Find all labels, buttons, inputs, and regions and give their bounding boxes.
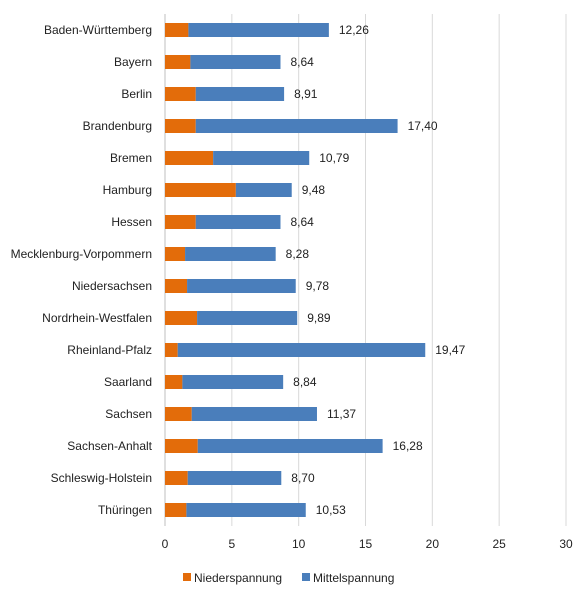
bar-niederspannung (165, 439, 198, 453)
data-label: 10,79 (319, 151, 349, 165)
category-label: Rheinland-Pfalz (67, 343, 152, 357)
category-label: Bayern (114, 55, 152, 69)
bar-niederspannung (165, 407, 192, 421)
data-label: 17,40 (408, 119, 438, 133)
x-tick-label: 25 (492, 537, 506, 551)
bar-mittelspannung (177, 343, 426, 357)
bar-mittelspannung (195, 119, 398, 133)
bar-niederspannung (165, 183, 236, 197)
bars (165, 23, 426, 517)
category-label: Nordrhein-Westfalen (42, 311, 152, 325)
bar-mittelspannung (235, 183, 292, 197)
data-label: 8,70 (291, 471, 315, 485)
x-axis-tick-labels: 0 5 10 15 20 25 30 (162, 537, 573, 551)
bar-niederspannung (165, 55, 191, 69)
bar-mittelspannung (197, 439, 383, 453)
x-tick-label: 10 (292, 537, 306, 551)
bar-niederspannung (165, 375, 183, 389)
bar-niederspannung (165, 119, 196, 133)
data-label: 10,53 (316, 503, 346, 517)
category-label: Bremen (110, 151, 152, 165)
bar-mittelspannung (191, 407, 317, 421)
x-tick-label: 0 (162, 537, 169, 551)
bar-mittelspannung (197, 311, 298, 325)
category-label: Baden-Württemberg (44, 23, 152, 37)
category-label: Sachsen-Anhalt (67, 439, 152, 453)
data-label: 9,78 (306, 279, 330, 293)
bar-mittelspannung (188, 23, 329, 37)
legend: Niederspannung Mittelspannung (183, 571, 394, 585)
bar-mittelspannung (195, 215, 281, 229)
category-label: Sachsen (105, 407, 152, 421)
category-label: Schleswig-Holstein (51, 471, 152, 485)
data-label: 8,84 (293, 375, 317, 389)
bar-mittelspannung (185, 247, 276, 261)
bar-mittelspannung (186, 503, 306, 517)
legend-label-mittelspannung: Mittelspannung (313, 571, 394, 585)
bar-niederspannung (165, 215, 196, 229)
category-label: Hessen (111, 215, 152, 229)
legend-swatch-mittelspannung (302, 573, 310, 581)
bar-mittelspannung (213, 151, 310, 165)
category-label: Brandenburg (83, 119, 152, 133)
data-label: 9,89 (307, 311, 331, 325)
bar-mittelspannung (187, 279, 296, 293)
category-label: Niedersachsen (72, 279, 152, 293)
data-label: 8,64 (290, 215, 314, 229)
data-label: 12,26 (339, 23, 369, 37)
category-labels: Baden-Württemberg Bayern Berlin Brandenburg… (11, 23, 153, 517)
x-tick-label: 5 (228, 537, 235, 551)
bar-niederspannung (165, 311, 198, 325)
bar-niederspannung (165, 87, 196, 101)
bar-niederspannung (165, 343, 178, 357)
bar-mittelspannung (190, 55, 281, 69)
data-label: 8,91 (294, 87, 318, 101)
x-tick-label: 15 (359, 537, 373, 551)
x-tick-label: 20 (426, 537, 440, 551)
category-label: Saarland (104, 375, 152, 389)
data-labels: 12,26 8,64 8,91 17,40 10,79 9,48 8,64 8,28 9,78 9… (286, 23, 466, 517)
bar-niederspannung (165, 151, 214, 165)
bar-mittelspannung (195, 87, 285, 101)
bar-niederspannung (165, 503, 187, 517)
bar-niederspannung (165, 279, 188, 293)
category-label: Mecklenburg-Vorpommern (11, 247, 152, 261)
bar-niederspannung (165, 23, 189, 37)
x-tick-label: 30 (559, 537, 573, 551)
data-label: 19,47 (435, 343, 465, 357)
data-label: 8,64 (290, 55, 314, 69)
bar-niederspannung (165, 247, 186, 261)
bar-niederspannung (165, 471, 188, 485)
data-label: 11,37 (327, 407, 356, 421)
legend-label-niederspannung: Niederspannung (194, 571, 282, 585)
data-label: 8,28 (286, 247, 310, 261)
category-label: Thüringen (98, 503, 152, 517)
data-label: 16,28 (393, 439, 423, 453)
data-label: 9,48 (302, 183, 326, 197)
bar-mittelspannung (187, 471, 282, 485)
bar-mittelspannung (182, 375, 284, 389)
category-label: Hamburg (103, 183, 152, 197)
legend-swatch-niederspannung (183, 573, 191, 581)
category-label: Berlin (121, 87, 152, 101)
